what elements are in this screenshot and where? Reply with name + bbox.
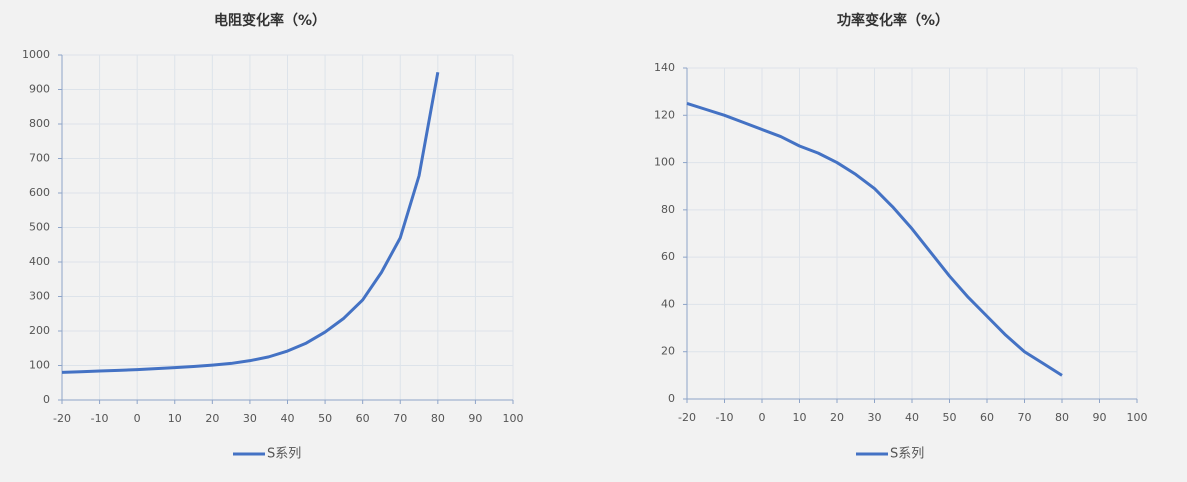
data-line	[61, 71, 440, 374]
x-tick-label: 100	[503, 412, 524, 425]
x-tick-label: 50	[318, 412, 332, 425]
y-tick-label: 300	[29, 290, 50, 303]
x-tick-label: 70	[393, 412, 407, 425]
x-tick-label: -20	[678, 411, 696, 424]
x-tick-label: 60	[356, 412, 370, 425]
y-tick-label: 0	[668, 392, 675, 405]
x-tick-label: 60	[980, 411, 994, 424]
y-tick-label: 600	[29, 186, 50, 199]
x-tick-label: 20	[205, 412, 219, 425]
chart-title: 电阻变化率（%）	[214, 12, 326, 29]
x-tick-label: 0	[134, 412, 141, 425]
x-tick-label: 90	[1093, 411, 1107, 424]
y-tick-label: 800	[29, 117, 50, 130]
x-tick-label: 80	[1055, 411, 1069, 424]
y-tick-label: 500	[29, 221, 50, 234]
x-tick-label: 30	[868, 411, 882, 424]
y-tick-label: 60	[661, 250, 675, 263]
y-tick-label: 120	[654, 108, 675, 121]
x-tick-label: 70	[1018, 411, 1032, 424]
y-tick-label: 400	[29, 255, 50, 268]
x-tick-label: 40	[905, 411, 919, 424]
legend-label: S系列	[267, 447, 301, 462]
x-tick-label: 80	[431, 412, 445, 425]
x-tick-label: -20	[53, 412, 71, 425]
y-tick-label: 900	[29, 83, 50, 96]
y-tick-label: 0	[43, 393, 50, 406]
x-tick-label: -10	[716, 411, 734, 424]
chart-title: 功率变化率（%）	[837, 12, 949, 29]
x-tick-label: 10	[168, 412, 182, 425]
x-tick-label: -10	[91, 412, 109, 425]
legend-label: S系列	[890, 447, 924, 462]
x-tick-label: 40	[281, 412, 295, 425]
y-tick-label: 1000	[22, 48, 50, 61]
data-line	[686, 102, 1063, 377]
y-tick-label: 700	[29, 152, 50, 165]
y-tick-label: 100	[654, 156, 675, 169]
y-tick-label: 20	[661, 345, 675, 358]
x-tick-label: 20	[830, 411, 844, 424]
x-tick-label: 30	[243, 412, 257, 425]
x-tick-label: 100	[1127, 411, 1148, 424]
x-tick-label: 0	[759, 411, 766, 424]
x-tick-label: 90	[468, 412, 482, 425]
y-tick-label: 80	[661, 203, 675, 216]
x-tick-label: 10	[793, 411, 807, 424]
y-tick-label: 140	[654, 61, 675, 74]
y-tick-label: 40	[661, 297, 675, 310]
y-tick-label: 200	[29, 324, 50, 337]
y-tick-label: 100	[29, 359, 50, 372]
x-tick-label: 50	[943, 411, 957, 424]
